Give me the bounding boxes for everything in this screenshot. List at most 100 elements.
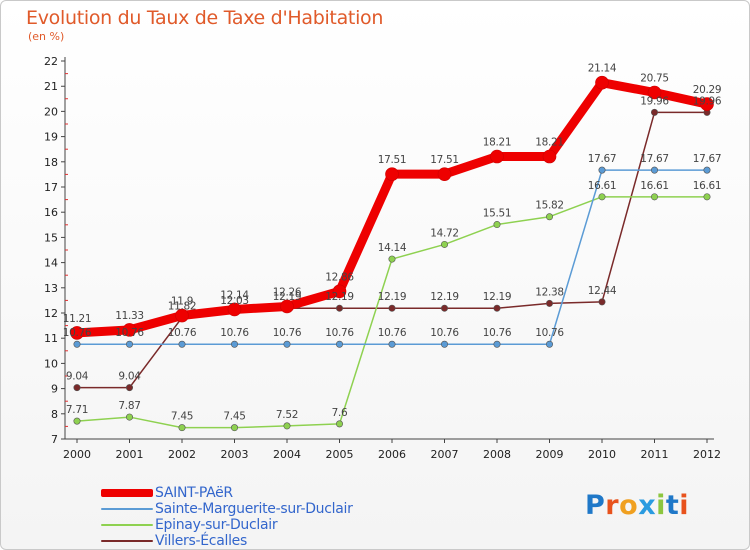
x-tick-label: 2011 <box>641 448 669 461</box>
data-label: 17.67 <box>693 153 722 165</box>
data-point <box>231 424 239 432</box>
logo-letter: P <box>585 490 606 521</box>
x-tick-label: 2003 <box>221 448 249 461</box>
data-point <box>73 417 81 425</box>
data-point <box>280 299 294 314</box>
data-label: 10.76 <box>273 327 302 339</box>
y-tick-label: 12 <box>44 307 58 320</box>
data-point <box>178 424 186 432</box>
data-label: 16.61 <box>693 180 722 192</box>
data-point <box>227 302 242 317</box>
data-point <box>126 413 134 421</box>
data-label: 12.38 <box>535 286 564 298</box>
y-tick-label: 19 <box>44 131 58 144</box>
x-tick-label: 2007 <box>431 448 459 461</box>
data-point <box>126 340 134 348</box>
data-label: 11.21 <box>63 313 92 325</box>
data-label: 7.6 <box>332 407 348 419</box>
data-point <box>175 308 189 323</box>
data-label: 20.29 <box>693 84 722 96</box>
data-label: 10.76 <box>220 327 249 339</box>
data-label: 10.76 <box>63 327 92 339</box>
data-label: 7.45 <box>171 411 193 423</box>
legend-item-saint-paer[interactable]: SAINT-PAëR <box>101 485 353 501</box>
legend-label: Sainte-Marguerite-sur-Duclair <box>155 501 353 517</box>
proxiti-logo[interactable]: Proxiti <box>585 490 689 521</box>
data-point <box>490 149 504 164</box>
data-label: 12.26 <box>273 286 302 298</box>
data-point <box>493 340 501 348</box>
data-label: 10.76 <box>535 327 564 339</box>
data-point <box>598 166 606 174</box>
logo-letter: i <box>656 490 666 521</box>
y-tick-label: 22 <box>44 55 58 68</box>
data-label: 10.76 <box>378 327 407 339</box>
data-label: 12.19 <box>325 291 354 303</box>
data-label: 7.87 <box>118 400 140 412</box>
x-tick-label: 2012 <box>693 448 721 461</box>
logo-letter: i <box>679 490 690 521</box>
x-tick-label: 2004 <box>273 448 301 461</box>
data-label: 19.96 <box>640 95 669 107</box>
x-tick-label: 2010 <box>588 448 616 461</box>
data-label: 11.9 <box>171 296 193 308</box>
data-point <box>437 167 452 181</box>
data-label: 12.03 <box>220 295 249 307</box>
data-point <box>440 304 448 312</box>
data-label: 7.45 <box>223 411 245 423</box>
legend-item-villers-ecalles[interactable]: Villers-Écalles <box>101 533 353 549</box>
data-point <box>545 213 553 221</box>
logo-letter: t <box>665 490 680 521</box>
y-tick-label: 11 <box>44 332 58 345</box>
y-tick-label: 21 <box>44 80 58 93</box>
data-label: 14.72 <box>430 227 459 239</box>
y-tick-label: 8 <box>51 408 58 421</box>
data-point <box>703 193 711 201</box>
data-label: 12.14 <box>220 289 249 301</box>
data-label: 17.51 <box>430 154 459 166</box>
y-tick-label: 13 <box>44 282 58 295</box>
data-point <box>335 420 343 428</box>
data-label: 16.61 <box>640 180 669 192</box>
data-point <box>542 149 557 164</box>
legend-item-epinay[interactable]: Epinay-sur-Duclair <box>101 517 353 533</box>
data-label: 20.75 <box>640 73 669 85</box>
x-tick-label: 2008 <box>483 448 511 461</box>
data-point <box>178 340 186 348</box>
data-point <box>650 166 658 174</box>
data-label: 21.14 <box>588 63 617 75</box>
data-label: 19.96 <box>693 95 722 107</box>
data-point <box>388 340 396 348</box>
data-point <box>595 75 609 90</box>
legend-label: Epinay-sur-Duclair <box>155 517 278 533</box>
data-label: 14.14 <box>378 242 407 254</box>
y-tick-label: 16 <box>44 206 58 219</box>
data-point <box>283 340 291 348</box>
data-point <box>126 384 134 392</box>
legend-swatch <box>101 508 153 510</box>
data-label: 10.76 <box>430 327 459 339</box>
data-point <box>650 193 658 201</box>
y-tick-label: 17 <box>44 181 58 194</box>
legend-item-sainte-marguerite[interactable]: Sainte-Marguerite-sur-Duclair <box>101 501 353 517</box>
y-tick-label: 14 <box>44 257 58 270</box>
data-label: 18.21 <box>483 137 512 149</box>
data-label: 18.21 <box>535 137 564 149</box>
x-tick-label: 2001 <box>116 448 144 461</box>
data-label: 10.76 <box>168 327 197 339</box>
data-label: 12.44 <box>588 285 617 297</box>
data-point <box>700 97 714 111</box>
data-point <box>388 255 396 263</box>
data-label: 9.04 <box>118 371 141 383</box>
data-label: 11.33 <box>115 310 144 322</box>
data-label: 17.51 <box>378 154 407 166</box>
data-point <box>231 340 239 348</box>
data-point <box>332 284 347 299</box>
x-tick-label: 2000 <box>63 448 91 461</box>
logo-letter: x <box>638 490 657 521</box>
data-label: 9.04 <box>66 371 89 383</box>
data-point <box>545 299 553 307</box>
data-label: 10.76 <box>115 327 144 339</box>
